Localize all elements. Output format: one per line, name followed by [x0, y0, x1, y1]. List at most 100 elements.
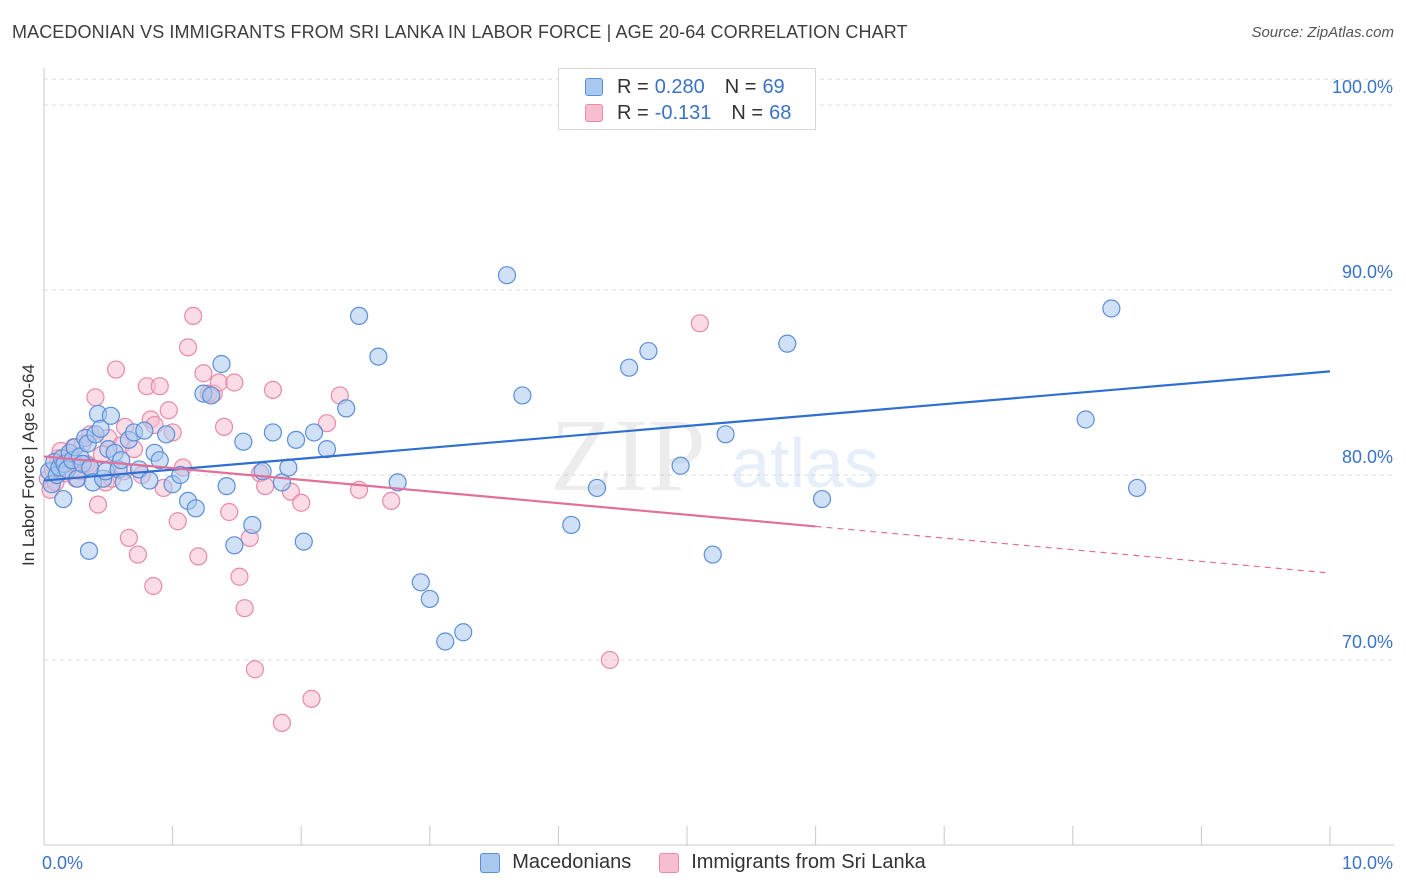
macedonian-point [671, 456, 690, 475]
n-value: 68 [769, 101, 792, 124]
legend-label-sri-lanka: Immigrants from Sri Lanka [691, 851, 926, 873]
macedonian-point [79, 541, 99, 560]
sri-lanka-point [272, 713, 292, 733]
macedonian-point [279, 458, 298, 477]
y-tick-labels: 70.0% 80.0% 90.0% 100.0% [1332, 77, 1393, 652]
macedonian-point [812, 489, 832, 509]
sri-lanka-point [292, 493, 311, 512]
legend-row-macedonians: R = 0.280 N = 69 [585, 74, 785, 100]
macedonian-point [286, 430, 306, 449]
sri-lanka-point [119, 528, 138, 548]
sri-lanka-point [178, 338, 198, 357]
r-label: R = [617, 101, 649, 124]
macedonian-point [101, 406, 120, 425]
macedonian-point [114, 473, 133, 492]
macedonian-point [150, 451, 169, 470]
macedonian-point [171, 465, 190, 485]
sri-lanka-point [86, 388, 105, 407]
series-sri-lanka-points [38, 306, 709, 733]
macedonian-point [369, 347, 388, 366]
chart-title: MACEDONIAN VS IMMIGRANTS FROM SRI LANKA … [12, 22, 908, 42]
source-label: Source: ZipAtlas.com [1251, 24, 1394, 41]
sri-lanka-point [317, 414, 337, 433]
sri-lanka-point [106, 360, 126, 379]
macedonian-point [1076, 410, 1095, 429]
trend-line-sri-lanka [43, 455, 816, 528]
sri-lanka-point [220, 502, 239, 522]
sri-lanka-point [189, 547, 208, 566]
sri-lanka-point [235, 599, 254, 618]
series-macedonians-points [40, 266, 1147, 651]
sri-lanka-point [256, 477, 275, 496]
macedonian-point [157, 425, 176, 444]
y-axis-label: In Labor Force | Age 20-64 [19, 364, 38, 566]
macedonian-point [497, 266, 517, 285]
macedonian-point [225, 536, 244, 555]
y-tick-label: 100.0% [1332, 77, 1393, 97]
macedonian-point [212, 354, 231, 374]
macedonian-point [217, 477, 236, 496]
sri-lanka-point [88, 495, 108, 514]
sri-lanka-point [194, 364, 213, 383]
macedonian-point [1102, 299, 1121, 318]
sri-lanka-point [159, 401, 178, 420]
sri-lanka-point [168, 512, 187, 531]
sri-lanka-point [690, 314, 709, 333]
n-label: N = [724, 75, 757, 98]
macedonian-point [420, 589, 439, 609]
sri-lanka-point [263, 380, 283, 399]
macedonian-point [778, 334, 797, 353]
sri-lanka-point [302, 689, 321, 708]
macedonian-point [562, 515, 581, 535]
sri-lanka-point [245, 660, 265, 679]
sri-lanka-point [230, 567, 249, 586]
macedonian-point [1127, 478, 1147, 498]
sri-lanka-point [150, 377, 169, 396]
macedonian-point [388, 473, 407, 492]
sri-lanka-point [225, 373, 244, 392]
sri-lanka-point [184, 306, 203, 325]
macedonian-point [112, 451, 131, 470]
sri-lanka-point [144, 576, 163, 596]
macedonian-point [513, 386, 532, 405]
macedonian-point [243, 515, 262, 535]
trend-line-macedonians [43, 370, 1331, 482]
r-label: R = [617, 75, 649, 98]
macedonian-point [202, 386, 221, 405]
macedonian-point [716, 425, 735, 444]
macedonian-point [135, 421, 154, 440]
r-value: -0.131 [654, 101, 712, 124]
macedonian-point [349, 306, 369, 325]
sri-lanka-point [600, 650, 619, 670]
legend-swatch-pink [585, 104, 603, 122]
x-tick-labels: 0.0% 10.0% [42, 853, 1393, 873]
macedonian-point [234, 432, 253, 451]
watermark-atlas: atlas [731, 424, 879, 502]
watermark-zip: ZIP [550, 398, 706, 513]
y-tick-label: 80.0% [1342, 447, 1393, 467]
macedonian-point [454, 623, 473, 642]
legend-swatch-blue [585, 78, 603, 96]
macedonian-point [587, 478, 607, 498]
legend-row-sri-lanka: R = -0.131 N = 68 [585, 100, 791, 126]
macedonian-point [411, 573, 430, 592]
trend-line-sri-lanka-extension [815, 525, 1331, 574]
n-value: 69 [762, 75, 785, 98]
macedonian-point [620, 358, 639, 377]
legend-swatch-blue [480, 852, 501, 873]
correlation-legend: R = 0.280 N = 69 R = -0.131 N = 68 [558, 68, 816, 130]
macedonian-point [294, 532, 313, 551]
series-legend: Macedonians Immigrants from Sri Lanka [0, 851, 1406, 874]
macedonian-point [639, 341, 658, 361]
macedonian-point [54, 489, 73, 509]
macedonian-point [140, 471, 159, 490]
macedonian-point [263, 423, 283, 442]
macedonian-point [337, 399, 356, 418]
sri-lanka-point [214, 417, 234, 436]
legend-item-macedonians[interactable]: Macedonians [480, 851, 631, 874]
x-tick-label-min: 0.0% [42, 853, 83, 873]
watermark: ZIP atlas [550, 398, 879, 513]
r-value: 0.280 [654, 75, 705, 98]
legend-item-sri-lanka[interactable]: Immigrants from Sri Lanka [659, 851, 926, 874]
